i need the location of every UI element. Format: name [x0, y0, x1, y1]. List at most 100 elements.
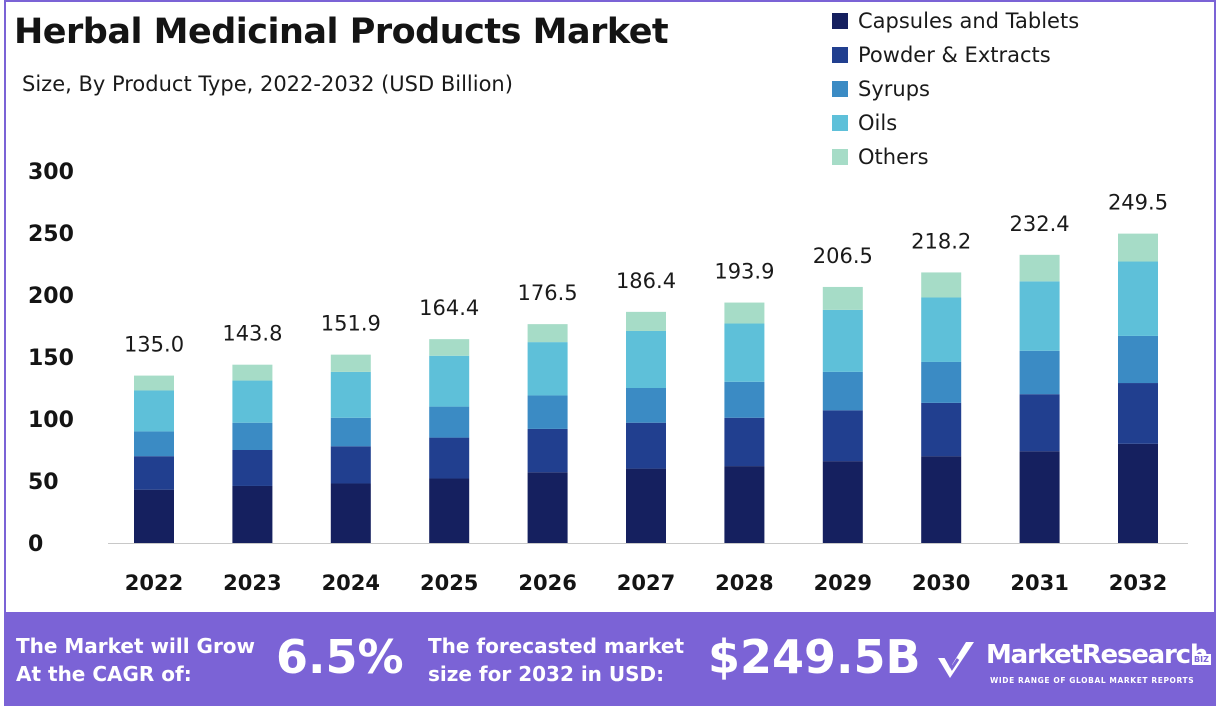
bar-segment: [330, 417, 371, 447]
bar-segment: [429, 437, 470, 479]
bar-segment: [724, 381, 765, 418]
bar-total-label: 249.5: [1108, 191, 1168, 215]
bar-segment: [1118, 261, 1158, 336]
y-tick-label: 300: [28, 160, 74, 185]
legend-item: Oils: [832, 106, 1079, 140]
cagr-caption: The Market will Grow At the CAGR of:: [16, 632, 255, 688]
bar-total-label: 206.5: [813, 244, 873, 268]
cagr-caption-line2: At the CAGR of:: [16, 662, 192, 686]
x-tick-label: 2029: [814, 571, 872, 595]
y-tick-label: 200: [28, 284, 74, 309]
x-tick-label: 2024: [322, 571, 380, 595]
y-tick-label: 0: [28, 532, 43, 557]
bar-segment: [1118, 335, 1158, 384]
y-tick-label: 100: [28, 408, 74, 433]
bar-segment: [822, 309, 863, 372]
brand-name: MarketResearch: [986, 640, 1208, 670]
chart-frame: [4, 0, 1216, 704]
legend-item: Others: [832, 140, 1079, 174]
bar-segment: [921, 297, 962, 362]
forecast-caption-line2: size for 2032 in USD:: [428, 662, 665, 686]
x-tick-label: 2025: [420, 571, 478, 595]
bar-segment: [330, 446, 371, 484]
x-tick-label: 2031: [1010, 571, 1068, 595]
legend-swatch: [832, 13, 848, 29]
bar-segment: [134, 431, 174, 457]
legend-swatch: [832, 81, 848, 97]
x-tick-label: 2022: [125, 571, 183, 595]
bar-segment: [527, 324, 568, 343]
forecast-caption-line1: The forecasted market: [428, 634, 685, 658]
bar-segment: [1118, 383, 1158, 444]
bar-segment: [822, 371, 863, 411]
bar-segment: [626, 422, 666, 469]
bar-segment: [1019, 350, 1060, 395]
bar-segment: [232, 450, 273, 486]
bar-segment: [527, 342, 568, 396]
legend-item: Powder & Extracts: [832, 38, 1079, 72]
bar-total-label: 176.5: [518, 281, 578, 305]
bar-segment: [330, 483, 371, 543]
bar-segment: [1019, 394, 1060, 452]
bar-segment: [429, 478, 470, 543]
chart-title: Herbal Medicinal Products Market: [14, 12, 669, 52]
x-tick-label: 2030: [912, 571, 970, 595]
bar-segment: [1118, 443, 1158, 543]
bar-segment: [626, 468, 666, 543]
x-tick-label: 2023: [223, 571, 281, 595]
bar-segment: [822, 461, 863, 543]
bar-segment: [724, 466, 765, 543]
bar-segment: [626, 330, 666, 388]
legend-swatch: [832, 149, 848, 165]
legend-label: Capsules and Tablets: [858, 9, 1080, 33]
bar-segment: [822, 410, 863, 462]
bar-segment: [1019, 281, 1060, 351]
cagr-value: 6.5%: [276, 630, 404, 684]
bar-total-label: 218.2: [911, 229, 971, 253]
bar-total-label: 135.0: [124, 333, 184, 357]
bar-segment: [626, 311, 666, 331]
forecast-caption: The forecasted market size for 2032 in U…: [428, 632, 684, 688]
bar-segment: [921, 272, 962, 298]
bar-segment: [1019, 254, 1060, 282]
bar-segment: [429, 339, 470, 356]
bar-segment: [527, 395, 568, 429]
summary-banner: The Market will Grow At the CAGR of: 6.5…: [4, 612, 1216, 706]
x-tick-label: 2032: [1109, 571, 1167, 595]
legend-item: Syrups: [832, 72, 1079, 106]
bar-segment: [1118, 233, 1158, 262]
bar-segment: [1019, 451, 1060, 543]
bar-total-label: 164.4: [419, 296, 479, 320]
bar-segment: [330, 371, 371, 418]
bar-segment: [626, 388, 666, 423]
bar-segment: [921, 456, 962, 543]
bar-segment: [134, 375, 174, 391]
x-tick-label: 2026: [518, 571, 576, 595]
chart-subtitle: Size, By Product Type, 2022-2032 (USD Bi…: [22, 72, 513, 96]
bar-segment: [134, 456, 174, 490]
bar-segment: [232, 364, 273, 381]
bar-chart: 0 50 100 150 200 250 300 135.0 2022 143.8 2023 151.…: [28, 160, 1188, 595]
legend-swatch: [832, 115, 848, 131]
bar-segment: [724, 417, 765, 467]
brand-badge: BIZ: [1192, 654, 1211, 665]
legend-label: Syrups: [858, 77, 930, 101]
brand-tagline: WIDE RANGE OF GLOBAL MARKET REPORTS: [990, 676, 1195, 685]
x-tick-label: 2028: [715, 571, 773, 595]
bar-segment: [232, 380, 273, 423]
bar-total-label: 193.9: [714, 260, 774, 284]
bar-segment: [724, 323, 765, 382]
y-tick-label: 250: [28, 222, 74, 247]
chart-legend: Capsules and Tablets Powder & Extracts S…: [832, 4, 1079, 174]
bar-total-label: 151.9: [321, 312, 381, 336]
legend-label: Others: [858, 145, 929, 169]
checkmark-logo-icon: [938, 642, 974, 678]
legend-label: Powder & Extracts: [858, 43, 1051, 67]
bar-segment: [330, 354, 371, 372]
legend-swatch: [832, 47, 848, 63]
bar-segment: [232, 485, 273, 543]
bar-segment: [134, 489, 174, 543]
bar-segment: [724, 302, 765, 324]
bar-segment: [527, 472, 568, 543]
bar-segment: [429, 355, 470, 407]
